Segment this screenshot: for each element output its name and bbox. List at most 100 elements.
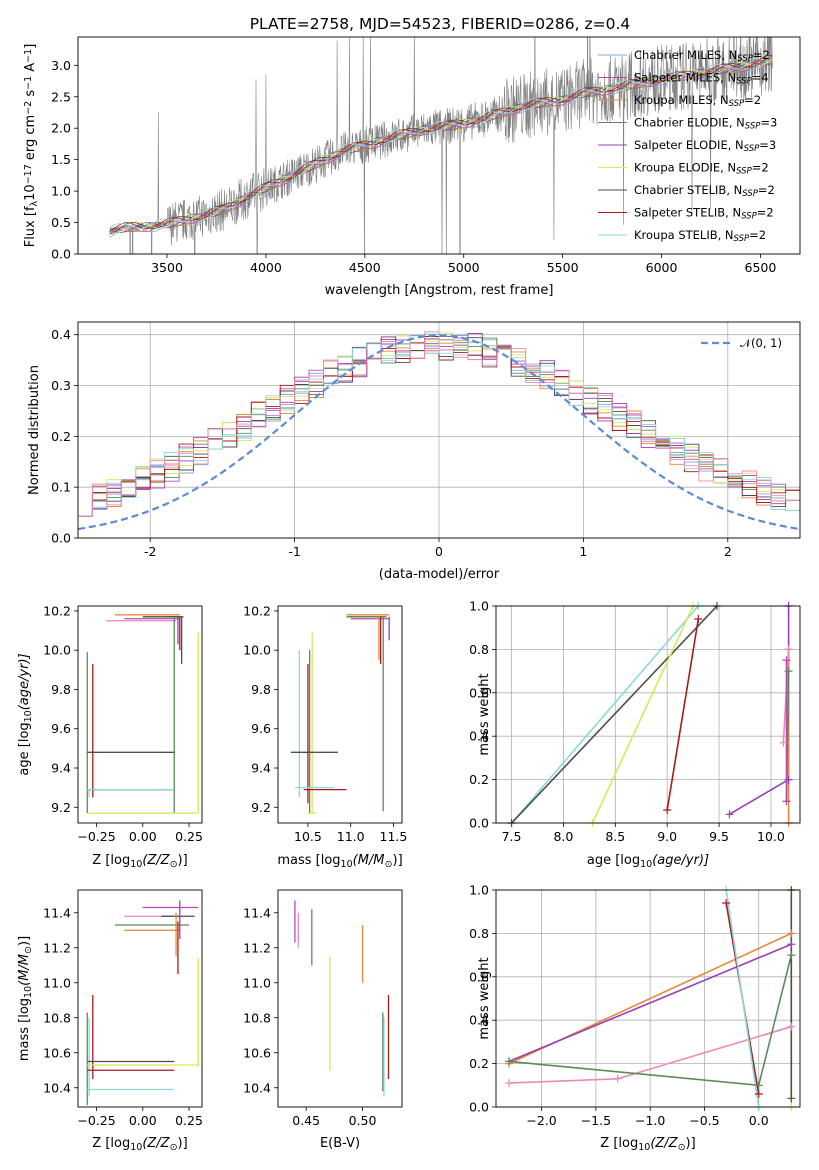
age-vs-mass-xlabel-part: ⊙ <box>385 859 393 870</box>
spectrum-ylabel-part: A <box>23 63 38 76</box>
mass-vs-Z-ylabel-part: )] <box>17 936 32 946</box>
residuals-xtick-label-2: 0 <box>435 544 443 559</box>
age-vs-mass-xtick-label-0: 10.5 <box>294 829 322 844</box>
residuals-ytick-label-1: 0.1 <box>51 480 71 495</box>
mass-vs-Z-xtick-label-1: 0.00 <box>129 1113 157 1128</box>
mass-vs-Z-xlabel-part: ⊙ <box>170 1142 178 1153</box>
age-vs-Z-xlabel-part: )] <box>178 853 188 868</box>
spectrum-ytick-label-3: 1.5 <box>51 152 71 167</box>
spectrum-ytick-label-4: 2.0 <box>51 121 71 136</box>
mass-vs-ebv-ytick-label-4: 11.2 <box>243 940 271 955</box>
mass-weight-vs-Z-frame <box>495 889 801 1108</box>
age-vs-mass-axes: 10.5 11.0 11.5 9.2 9.4 9.6 9.8 10.0 10.2 mass [lo… <box>243 603 407 869</box>
model-spectrum-line-2 <box>109 59 773 233</box>
mass-weight-vs-age-xtick-label-1: 8.0 <box>553 829 573 844</box>
mass-weight-vs-age-line-4 <box>728 606 790 815</box>
mass-vs-Z-ylabel-part: 10 <box>23 986 34 998</box>
mass-vs-ebv-axes: 0.45 0.50 10.4 10.6 10.8 11.0 11.2 11.4 E(B-V) <box>243 889 403 1151</box>
age-vs-Z-frame <box>77 605 203 824</box>
mass-vs-Z-xlabel: Z [log10(Z/Z⊙)] <box>92 1136 187 1153</box>
age-vs-mass-frame <box>277 605 403 824</box>
legend-entry-1: Salpeter MILES, NSSP=4 <box>634 71 769 87</box>
mass-weight-vs-Z-xtick-label-0: −2.0 <box>526 1113 556 1128</box>
mass-vs-Z-xlabel-part: )] <box>178 1136 188 1151</box>
mass-vs-Z-xlabel-part: 10 <box>130 1142 142 1153</box>
age-vs-Z-axes: −0.25 0.00 0.259.29.49.69.810.010.2Z [log1… <box>17 603 203 869</box>
legend-entry-3: Chabrier ELODIE, NSSP=3 <box>634 116 777 132</box>
mass-weight-vs-Z-marker-2-0 <box>505 1079 514 1088</box>
panels: 3500 4000 4500 5000 5500 6000 6500 0.0 0.5 1.0 1.5… <box>17 36 801 1153</box>
mass-vs-ebv-xtick-label-1: 0.50 <box>349 1113 377 1128</box>
mass-weight-vs-Z-line-1 <box>508 943 792 1063</box>
legend-entry-name: Salpeter ELODIE, N <box>634 138 744 152</box>
residuals-ylabel: Normed distribution <box>27 365 42 495</box>
legend-entry-n: =3 <box>759 138 776 152</box>
age-vs-mass-plot <box>290 614 390 814</box>
mass-weight-vs-Z-marker-0-1 <box>787 929 796 938</box>
mass-weight-vs-Z-xlabel-part: 10 <box>638 1142 650 1153</box>
age-vs-Z-ylabel-part: (age/yr)] <box>17 653 32 710</box>
age-vs-Z-xtick-label-2: 0.25 <box>175 829 203 844</box>
observed-spectrum-line <box>109 37 773 254</box>
mass-weight-vs-age-xtick-label-0: 7.5 <box>502 829 522 844</box>
age-vs-Z-xlabel-part: ⊙ <box>170 859 178 870</box>
legend-entry-sub: SSP <box>736 77 752 87</box>
mass-weight-vs-age-xlabel-part: 10 <box>640 859 652 870</box>
age-vs-mass-ytick-label-2: 9.6 <box>251 721 271 736</box>
age-vs-Z-ylabel: age [log10(age/yr)] <box>17 653 34 775</box>
spectrum-ytick-label-5: 2.5 <box>51 89 71 104</box>
mass-vs-Z-ytick-label-3: 11.0 <box>43 975 71 990</box>
residuals-ytick-label-2: 0.2 <box>51 429 71 444</box>
mass-weight-vs-Z-marker-2-1 <box>613 1074 622 1083</box>
model-spectrum-line-1 <box>109 58 772 234</box>
age-vs-Z-ytick-label-5: 10.2 <box>43 603 71 618</box>
legend-entry-name: Chabrier MILES, N <box>634 48 737 62</box>
legend-entry-sub: SSP <box>741 212 757 222</box>
age-vs-mass-ytick-label-1: 9.4 <box>251 761 271 776</box>
legend-entry-2: Kroupa MILES, NSSP=2 <box>634 93 761 109</box>
legend-entry-sub: SSP <box>742 189 758 199</box>
legend-entry-n: =2 <box>749 228 766 242</box>
gaussian-legend-label: 𝒩(0, 1) <box>740 336 782 350</box>
spectrum-ylabel-part: λ <box>29 200 40 206</box>
mass-weight-vs-age-ytick-label-4: 0.8 <box>469 642 489 657</box>
age-vs-Z-ytick-label-3: 9.8 <box>51 682 71 697</box>
mass-weight-vs-Z-xtick-label-4: 0.0 <box>749 1113 769 1128</box>
legend-entry-sub: SSP <box>744 144 760 154</box>
age-vs-mass-ytick-label-0: 9.2 <box>251 800 271 815</box>
age-vs-Z-xlabel-part: Z [log <box>92 853 130 868</box>
mass-vs-ebv-xtick-label-0: 0.45 <box>292 1113 320 1128</box>
mass-weight-vs-Z-ytick-label-3: 0.6 <box>469 969 489 984</box>
legend-entry-sub: SSP <box>737 54 753 64</box>
legend-entry-4: Salpeter ELODIE, NSSP=3 <box>634 138 776 154</box>
spectrum-ylabel-part: ] <box>23 44 38 49</box>
residuals-xtick-label-4: 2 <box>724 544 732 559</box>
mass-vs-Z-plot <box>86 900 199 1106</box>
spectrum-ytick-label-2: 1.0 <box>51 184 71 199</box>
mass-weight-vs-age-xtick-label-3: 9.0 <box>657 829 677 844</box>
legend-entry-name: Kroupa MILES, N <box>634 93 729 107</box>
mass-weight-vs-age-xtick-label-5: 10.0 <box>757 829 785 844</box>
mass-vs-Z-xlabel-part: Z [log <box>92 1136 130 1151</box>
legend-entry-6: Chabrier STELIB, NSSP=2 <box>634 183 775 199</box>
mass-weight-vs-age-xtick-label-4: 9.5 <box>709 829 729 844</box>
spectrum-frame <box>77 36 801 255</box>
mass-weight-vs-Z-xtick-label-2: −1.0 <box>635 1113 665 1128</box>
mass-vs-Z-xtick-label-2: 0.25 <box>175 1113 203 1128</box>
spectrum-xtick-label-2: 4500 <box>349 260 381 275</box>
spectrum-xtick-label-1: 4000 <box>250 260 282 275</box>
mass-weight-vs-Z-xtick-label-1: −1.5 <box>581 1113 611 1128</box>
legend-entry-sub: SSP <box>745 122 761 132</box>
mass-weight-vs-age-xlabel: age [log10(age/yr)] <box>587 853 709 870</box>
spectrum-xlabel: wavelength [Angstrom, rest frame] <box>325 283 554 298</box>
legend-entry-name: Salpeter STELIB, N <box>634 206 741 220</box>
spectrum-ylabel-part: −2 <box>23 101 34 115</box>
mass-weight-vs-Z-ytick-label-0: 0.0 <box>469 1100 489 1115</box>
mass-weight-vs-Z-xtick-label-3: −0.5 <box>689 1113 719 1128</box>
age-vs-Z-xtick-label-0: −0.25 <box>77 829 115 844</box>
age-vs-Z-xlabel-part: (Z/Z <box>142 853 170 868</box>
mass-vs-Z-xtick-label-0: −0.25 <box>77 1113 115 1128</box>
mass-weight-vs-Z-xlabel: Z [log10(Z/Z⊙)] <box>600 1136 695 1153</box>
mass-vs-ebv-ytick-label-0: 10.4 <box>243 1080 271 1095</box>
